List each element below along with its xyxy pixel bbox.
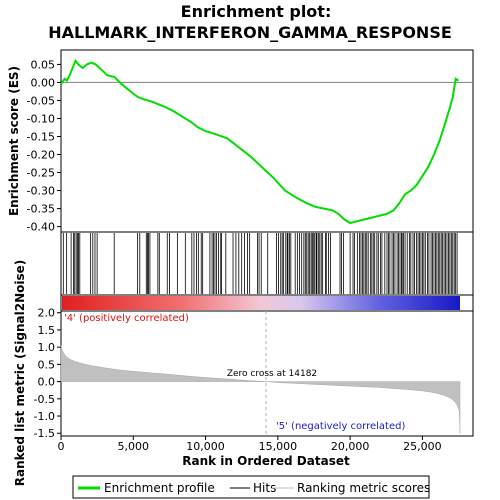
legend-enrichment-label: Enrichment profile [104,481,215,495]
metric-y-tick-label: 2.0 [38,307,56,320]
es-y-label: Enrichment score (ES) [7,66,21,216]
legend-box [72,475,430,499]
chart-title-line1: Enrichment plot: [181,2,332,21]
chart-title-line2: HALLMARK_INTERFERON_GAMMA_RESPONSE [48,23,452,42]
enrichment-profile-line [60,58,460,225]
es-y-axis: 0.05 0.00 -0.05 -0.10 -0.15 -0.20 -0.25 -0.30 -0… [27,58,61,234]
metric-y-axis: 2.0 1.5 1.0 0.5 0.0 -0.5 -1.0 -1.5 [34,307,61,440]
legend: Enrichment profile Hits Ranking metric s… [72,475,430,499]
metric-y-tick-label: -1.5 [34,427,55,440]
legend-hits-label: Hits [253,481,276,495]
es-y-tick-label: 0.00 [31,76,56,89]
metric-y-tick-label: 0.5 [38,358,56,371]
metric-y-tick-label: -1.0 [34,410,55,423]
es-y-tick-label: -0.35 [27,203,55,216]
es-y-tick-label: -0.10 [27,112,55,125]
es-y-tick-label: -0.15 [27,130,55,143]
es-y-tick-label: 0.05 [31,58,56,71]
hit-markers [62,233,458,294]
positive-annotation: '4' (positively correlated) [64,313,189,324]
es-y-tick-label: -0.05 [27,94,55,107]
x-tick-label: 0 [58,440,65,453]
es-y-tick-label: -0.30 [27,185,55,198]
es-y-tick-label: -0.25 [27,167,55,180]
x-tick-label: 10,000 [186,440,225,453]
x-tick-label: 20,000 [331,440,370,453]
x-tick-label: 5,000 [118,440,150,453]
ranking-metric-area [60,345,461,434]
metric-y-tick-label: 1.5 [38,324,56,337]
x-axis: 0 5,000 10,000 15,000 20,000 25,000 [58,436,442,453]
es-y-tick-label: -0.20 [27,149,55,162]
es-panel-frame [60,49,474,233]
hits-panel-frame [60,231,474,296]
metric-y-label: Ranked list metric (Signal2Noise) [13,260,27,487]
es-y-tick-label: -0.40 [27,221,55,234]
x-tick-label: 15,000 [259,440,298,453]
metric-y-tick-label: 0.0 [38,376,56,389]
metric-y-tick-label: 1.0 [38,341,56,354]
metric-y-tick-label: -0.5 [34,393,55,406]
ranking-color-bar [62,296,460,310]
legend-ranking-label: Ranking metric scores [297,481,430,495]
negative-annotation: '5' (negatively correlated) [276,421,405,432]
x-tick-label: 25,000 [403,440,442,453]
zero-cross-label: Zero cross at 14182 [227,369,317,379]
x-axis-label: Rank in Ordered Dataset [182,454,350,468]
